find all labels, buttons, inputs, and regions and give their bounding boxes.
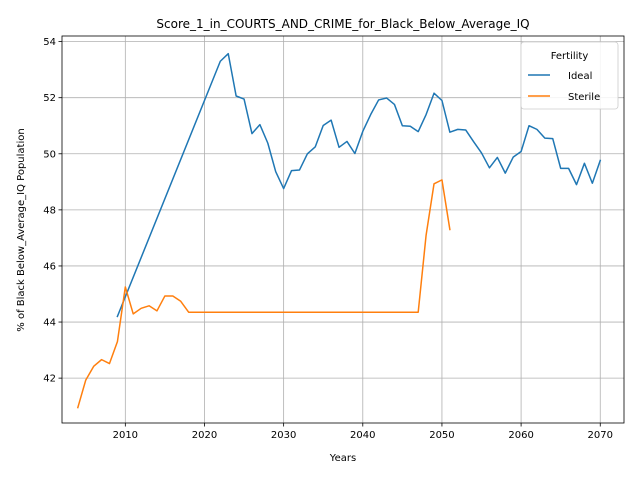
plot-frame	[61, 35, 625, 424]
series-lines	[76, 52, 602, 409]
y-tick-label: 46	[43, 261, 56, 272]
legend-label-ideal: Ideal	[568, 71, 592, 82]
x-axis-label: Years	[329, 453, 356, 464]
legend-box	[520, 41, 619, 110]
x-tick-label: 2030	[271, 430, 296, 441]
y-tick-label: 42	[43, 374, 56, 385]
x-tick-label: 2060	[508, 430, 533, 441]
chart-title: Score_1_in_COURTS_AND_CRIME_for_Black_Be…	[156, 17, 529, 31]
x-tick-label: 2050	[429, 430, 454, 441]
series-line-sterile	[76, 179, 451, 409]
y-tick-label: 50	[43, 149, 56, 160]
y-axis-label: % of Black Below_Average_IQ Population	[16, 128, 27, 331]
axis-ticks: 2010 2020 2030 2040 2050 2060 2070 42 44 46 48 50 52…	[43, 37, 613, 441]
x-tick-label: 2020	[192, 430, 217, 441]
x-tick-label: 2040	[350, 430, 375, 441]
series-line-ideal	[116, 52, 602, 318]
legend: Fertility Ideal Sterile	[520, 41, 619, 110]
legend-title: Fertility	[551, 51, 589, 62]
grid	[62, 36, 624, 423]
y-tick-label: 48	[43, 205, 56, 216]
y-tick-label: 54	[43, 37, 56, 48]
y-tick-label: 44	[43, 318, 56, 329]
y-tick-label: 52	[43, 93, 56, 104]
x-tick-label: 2010	[113, 430, 138, 441]
x-tick-label: 2070	[588, 430, 613, 441]
legend-label-sterile: Sterile	[568, 92, 600, 103]
